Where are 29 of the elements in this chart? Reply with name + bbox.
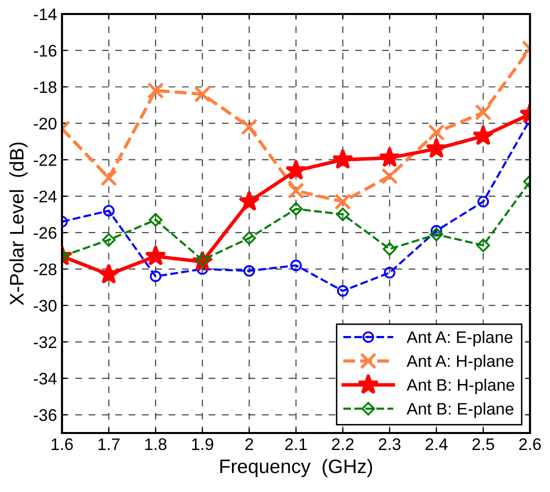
legend-label: Ant B: H-plane: [406, 378, 514, 394]
x-tick-label: 2.2: [332, 438, 354, 450]
x-tick-label: 2: [245, 438, 253, 450]
x-tick-label: 2.1: [285, 438, 307, 450]
legend-label: Ant A: E-plane: [406, 330, 512, 346]
y-axis-title: X-Polar Level (dB): [9, 142, 28, 306]
x-tick-label: 2.3: [378, 438, 400, 450]
x-tick-label: 2.5: [472, 438, 494, 450]
x-tick-label: 1.8: [145, 438, 166, 450]
y-tick-label: -22: [34, 154, 56, 166]
x-tick-label: 2.6: [519, 438, 541, 450]
x-tick-label: 1.9: [192, 438, 214, 450]
y-tick-label: -26: [34, 227, 56, 239]
y-tick-label: -18: [34, 81, 56, 94]
x-tick-label: 2.4: [426, 438, 448, 450]
x-axis-title: Frequency (GHz): [220, 458, 372, 478]
y-tick-label: -14: [34, 8, 57, 20]
y-tick-label: -36: [34, 409, 56, 421]
y-tick-label: -16: [34, 44, 56, 57]
y-tick-label: -28: [34, 263, 56, 276]
y-tick-label: -32: [34, 336, 56, 348]
x-tick-label: 1.6: [52, 438, 73, 450]
y-tick-label: -20: [34, 118, 56, 130]
y-tick-label: -34: [34, 372, 57, 385]
y-tick-label: -24: [34, 190, 57, 202]
y-tick-label: -30: [34, 300, 56, 312]
legend-label: Ant B: E-plane: [406, 402, 514, 418]
x-tick-label: 1.7: [98, 438, 120, 450]
legend-label: Ant A: H-plane: [406, 354, 514, 370]
